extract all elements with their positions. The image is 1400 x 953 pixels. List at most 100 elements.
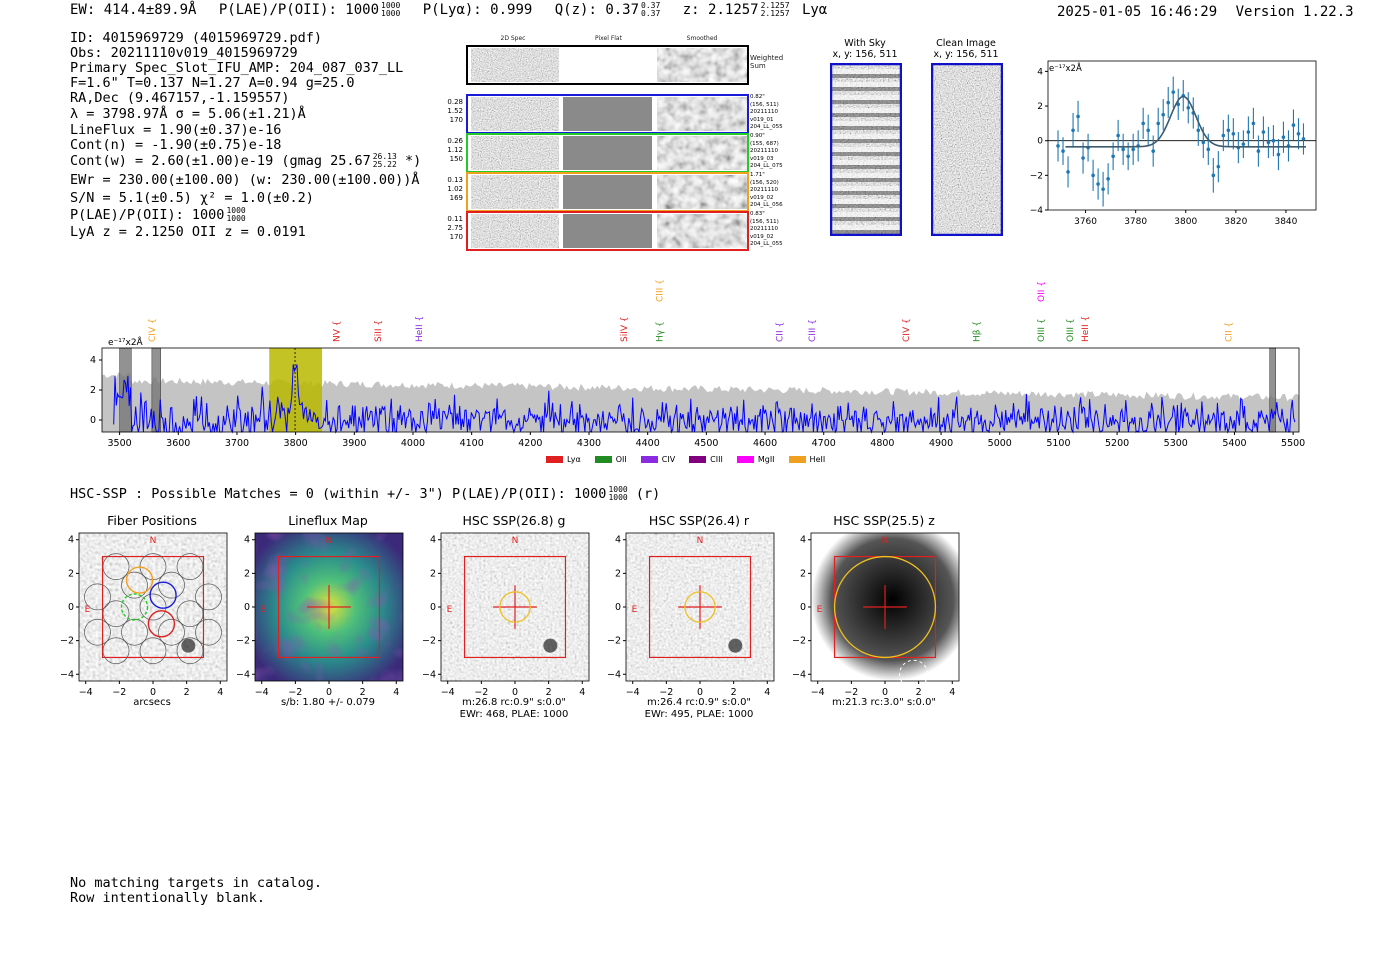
legend-swatch — [736, 456, 754, 463]
clean-xy: x, y: 156, 511 — [933, 49, 999, 60]
stamp-right-values: 0.83" (156, 511) 20211110 v019_02 204_LL_055 — [750, 211, 800, 249]
fit-point — [1091, 173, 1095, 178]
stamp-right-value: 20211110 — [750, 148, 778, 154]
fit-point — [1201, 140, 1206, 145]
fit-point — [1121, 147, 1125, 152]
compass-north: N — [150, 536, 157, 546]
fiber-circle — [139, 593, 167, 621]
qz-label: Q(z): 0.37 — [554, 2, 640, 18]
stamp-rows — [466, 94, 749, 251]
info-zlines: LyA z = 2.1250 OII z = 0.0191 — [70, 224, 306, 240]
stamp-left-value: 0.13 — [447, 176, 463, 184]
sky-line-band — [832, 95, 900, 100]
spec-xtick-label: 4500 — [694, 438, 718, 449]
fiber-circle — [158, 571, 185, 599]
spec-xtick-label: 5300 — [1164, 438, 1188, 449]
hsc-xtick-label: −2 — [474, 687, 488, 698]
hsc-xtick-label: 4 — [393, 687, 399, 698]
spec-line-label: HeII { — [1081, 316, 1091, 342]
fiber-circle — [102, 553, 130, 580]
fit-point — [1241, 142, 1246, 146]
info-obs: Obs: 20211110v019_4015969729 — [70, 45, 298, 61]
hsc-xtick-label: −2 — [659, 687, 673, 698]
hsc-ytick-label: −4 — [422, 669, 436, 680]
contw-end: *) — [404, 153, 422, 169]
stamp-right-value: 20211110 — [750, 187, 778, 193]
spec-ytick-label: 4 — [90, 355, 96, 366]
hsc-panel-sub2: EWr: 468, PLAE: 1000 — [459, 709, 569, 720]
stamp-left-value: 1.12 — [447, 146, 463, 154]
fit-point — [1061, 149, 1065, 153]
fiber-circle — [121, 571, 148, 599]
footer: No matching targets in catalog. Row inte… — [70, 876, 322, 906]
fit-ylabel: e⁻¹⁷x2Å — [1049, 62, 1082, 74]
fit-point — [1066, 170, 1070, 174]
fit-point — [1171, 90, 1176, 94]
hsc-ytick-label: −4 — [792, 669, 806, 680]
hsc-xtick-label: −2 — [112, 687, 126, 698]
spec-xtick-label: 3800 — [284, 438, 308, 449]
compass-east: E — [261, 605, 267, 615]
hsc-ytick-label: 2 — [615, 568, 621, 579]
hsc-xtick-label: −4 — [811, 687, 825, 698]
spec-line-label: SiIV { — [620, 316, 630, 342]
sky-dark-band — [832, 230, 900, 234]
spec-line-label: NV { — [333, 321, 343, 342]
hsc-panel-title: HSC SSP(25.5) z — [833, 513, 935, 528]
sky-line-band — [832, 134, 900, 139]
hsc-ytick-label: −2 — [607, 636, 621, 647]
hsc-xtick-label: 4 — [764, 687, 770, 698]
stamp-right-value: 0.82" — [750, 94, 765, 100]
fit-point — [1266, 140, 1271, 145]
stamp-left-value: 170 — [449, 116, 463, 124]
fit-ytick-label: −4 — [1030, 206, 1043, 216]
hsc-panel-title: Lineflux Map — [288, 513, 368, 528]
fit-ytick-label: 2 — [1037, 102, 1043, 112]
fiber-circle — [195, 583, 222, 611]
hsc-xtick-label: −4 — [79, 687, 93, 698]
hsc-aperture — [833, 555, 937, 659]
hsc-search-box — [463, 555, 567, 659]
fit-point — [1081, 156, 1085, 160]
stamp-right-value: 0.83" — [750, 211, 765, 217]
hsc-xtick-label: 0 — [150, 687, 156, 698]
hsc-search-box — [277, 555, 381, 659]
hsc-aperture — [684, 591, 716, 623]
spec-bad-region — [119, 347, 132, 433]
hsc-header-end: (r) — [635, 486, 661, 502]
stamp-right-value: 1.71" — [750, 172, 765, 178]
fit-point — [1196, 128, 1201, 133]
fit-point — [1256, 149, 1261, 153]
info-lineflux: LineFlux = 1.90(±0.37)e-16 — [70, 122, 282, 138]
stamp-smoothed — [657, 175, 747, 209]
spec-line-label: CIV { — [902, 318, 912, 342]
sky-title-block: With Sky x, y: 156, 511 — [820, 38, 910, 60]
sky-dark-band — [832, 74, 900, 78]
hsc-ytick-label: −2 — [792, 636, 806, 647]
fit-point — [1231, 131, 1236, 136]
compass-north: N — [697, 536, 704, 546]
spec-line-label: CII { — [776, 322, 786, 342]
hsc-panel-4: N E 4 2 0 −2 −4 −4 −2 0 2 4 — [792, 532, 960, 698]
hsc-neighbor-source — [181, 638, 196, 653]
stamp-2dspec — [471, 136, 559, 170]
hsc-panel-sub2: EWr: 495, PLAE: 1000 — [644, 709, 754, 720]
sky-line-band — [832, 212, 900, 217]
hsc-ytick-label: 0 — [68, 602, 74, 613]
stamp-left-values: 0.11 2.75 170 — [443, 215, 463, 242]
hsc-ytick-label: 4 — [68, 535, 74, 546]
sky-dark-band — [832, 113, 900, 117]
stamp-smoothed — [657, 214, 747, 248]
spec-xtick-label: 4100 — [460, 438, 484, 449]
stamp-right-value: 204_LL_055 — [750, 241, 783, 247]
legend-swatch — [546, 456, 563, 463]
stamp-right-value: v019_03 — [750, 155, 774, 162]
hsc-xtick-label: 0 — [882, 687, 888, 698]
stamp-right-value: 204_LL_055 — [750, 124, 783, 130]
fiber-circle — [195, 618, 222, 646]
hsc-panel-sub1: m:21.3 rc:3.0" s:0.0" — [831, 697, 937, 708]
hsc-ytick-label: 4 — [615, 535, 621, 546]
legend-swatch — [689, 456, 707, 463]
stamp-smoothed — [657, 136, 747, 170]
sky-line-band — [832, 69, 900, 74]
